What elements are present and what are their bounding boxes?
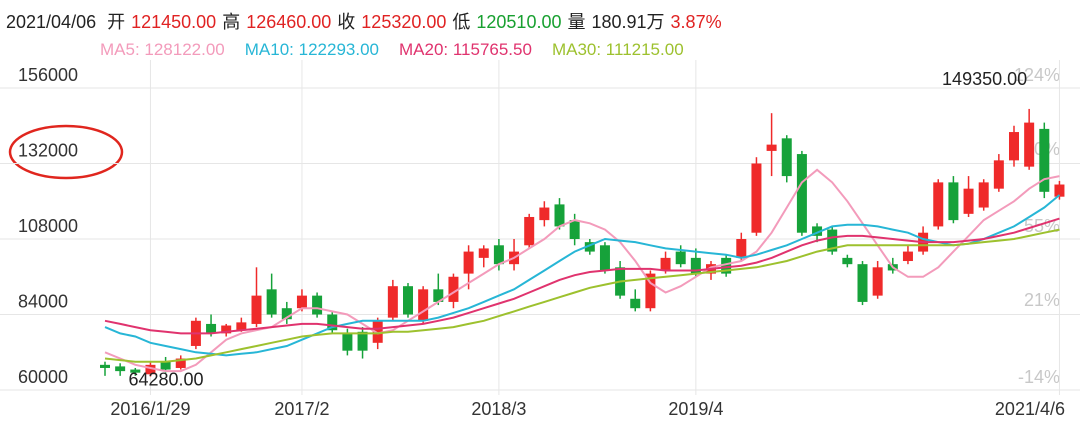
candle-body — [100, 364, 110, 368]
candle-body — [554, 204, 565, 227]
candle-body — [978, 182, 989, 208]
x-tick-label: 2018/3 — [471, 399, 526, 419]
candle-body — [842, 257, 853, 265]
highlight-circle — [8, 124, 124, 180]
candle-body — [206, 323, 217, 334]
header: 2021/04/06 开 121450.00 高 126460.00 收 125320.0… — [6, 8, 728, 34]
candle-body — [963, 188, 974, 214]
candle-body — [1054, 184, 1065, 197]
candle-body — [948, 182, 959, 221]
candle-body — [145, 364, 156, 375]
candle-body — [660, 257, 671, 271]
candle-body — [539, 207, 550, 221]
candle-body — [448, 276, 459, 302]
candle-body — [675, 251, 686, 265]
y-tick-label: 60000 — [18, 367, 68, 387]
candle-body — [418, 289, 429, 321]
candle-body — [236, 322, 247, 331]
candle-body — [584, 242, 595, 252]
legend-entry: MA30: 111215.00 — [551, 40, 684, 59]
candle-body — [569, 220, 580, 239]
candle-body — [812, 226, 823, 236]
y2-tick-label: 124% — [1014, 65, 1060, 85]
change: 3.87% — [670, 12, 722, 32]
field-label: 开 — [107, 12, 126, 32]
candle-body — [645, 273, 656, 309]
y-tick-label: 132000 — [18, 140, 78, 160]
candle-body — [524, 216, 535, 246]
candle-body — [175, 358, 186, 368]
candle-body — [766, 144, 777, 151]
candle-body — [357, 331, 368, 351]
x-tick-label: 2017/2 — [274, 399, 329, 419]
candle-body — [130, 369, 141, 373]
y2-tick-label: 21% — [1024, 290, 1060, 310]
candle-body — [327, 314, 338, 331]
min-label: 64280.00 — [128, 369, 203, 389]
candle-body — [342, 333, 353, 351]
candle-body — [115, 366, 126, 372]
candle-body — [751, 163, 762, 233]
candle-body — [599, 245, 610, 271]
candle-body — [403, 286, 413, 315]
legend-entry: MA10: 122293.00 — [244, 40, 379, 59]
candle-body — [872, 267, 883, 296]
field-label: 低 — [452, 12, 471, 32]
candle-body — [827, 229, 838, 252]
candle-body — [387, 286, 398, 318]
x-tick-label: 2019/4 — [668, 399, 723, 419]
field-value: 121450.00 — [131, 12, 217, 32]
candle-body — [736, 239, 747, 258]
candle-body — [463, 251, 474, 274]
candle-body — [993, 160, 1004, 189]
candle-body — [266, 289, 277, 315]
x-tick-label: 2021/4/6 — [995, 399, 1065, 419]
field-label: 高 — [222, 12, 241, 32]
candle-body — [478, 248, 489, 258]
candle-body — [796, 154, 807, 233]
x-tick-label: 2016/1/29 — [110, 399, 190, 419]
candle-body — [296, 295, 307, 309]
y-tick-label: 84000 — [18, 291, 68, 311]
ma-line — [104, 194, 1061, 357]
candle-body — [630, 298, 641, 309]
candle-body — [160, 361, 171, 370]
candle-body — [493, 245, 504, 265]
candle-body — [433, 289, 444, 302]
candle-body — [1039, 128, 1050, 192]
candle-body — [281, 308, 292, 320]
ma-line — [104, 217, 1060, 335]
candle-body — [933, 182, 944, 227]
field-label: 收 — [337, 12, 356, 32]
y-tick-label: 108000 — [18, 216, 78, 236]
candle-body — [1009, 132, 1019, 161]
candle-body — [251, 295, 262, 324]
legend-entry: MA5: 128122.00 — [100, 40, 225, 59]
candle-body — [1024, 122, 1035, 167]
candle-body — [902, 251, 913, 262]
max-label: 149350.00 — [942, 69, 1027, 89]
candle-body — [721, 257, 732, 274]
ma-line — [104, 168, 1060, 373]
candle-body — [372, 320, 383, 343]
ma-line — [104, 228, 1060, 363]
field-value: 126460.00 — [246, 12, 332, 32]
legend-entry: MA20: 115765.50 — [398, 40, 532, 59]
candle-body — [781, 138, 792, 177]
field-label: 量 — [567, 12, 586, 32]
field-value: 125320.00 — [361, 12, 447, 32]
field-value: 120510.00 — [476, 12, 562, 32]
candle-body — [221, 325, 232, 334]
field-value: 180.91万 — [591, 12, 665, 32]
date: 2021/04/06 — [6, 12, 97, 32]
candle-body — [857, 264, 868, 302]
y-tick-label: 156000 — [18, 65, 78, 85]
legend: MA5: 128122.00 MA10: 122293.00 MA20: 11576… — [100, 40, 704, 60]
candle-body — [690, 257, 701, 274]
y2-tick-label: -14% — [1018, 367, 1060, 387]
candle-body — [312, 295, 323, 315]
